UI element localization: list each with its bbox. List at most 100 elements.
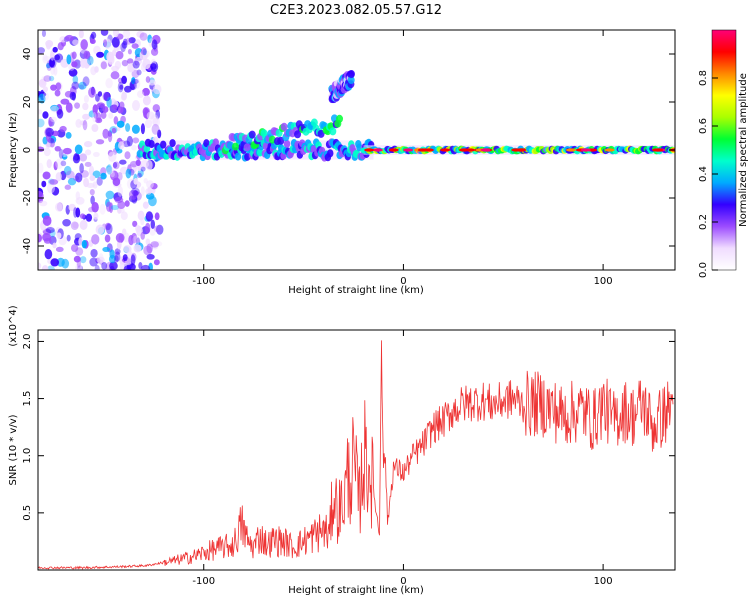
noise-blob bbox=[140, 47, 147, 56]
noise-blob bbox=[80, 39, 88, 50]
noise-blob bbox=[140, 186, 145, 196]
noise-blob bbox=[43, 147, 51, 157]
noise-blob bbox=[74, 144, 83, 155]
noise-blob bbox=[113, 116, 119, 125]
noise-blob bbox=[133, 177, 139, 185]
x-tick-label: 100 bbox=[594, 576, 613, 587]
noise-blob bbox=[73, 255, 81, 263]
noise-blob bbox=[146, 254, 155, 260]
noise-blob bbox=[136, 31, 145, 38]
noise-blob bbox=[75, 118, 82, 128]
noise-blob bbox=[136, 172, 142, 179]
noise-blob bbox=[106, 96, 112, 108]
noise-blob bbox=[53, 161, 58, 171]
noise-blob bbox=[121, 228, 127, 236]
carrier-peak bbox=[465, 148, 476, 152]
noise-blob bbox=[116, 120, 125, 128]
noise-blob bbox=[111, 36, 120, 48]
noise-blob bbox=[89, 257, 98, 267]
noise-blob bbox=[72, 75, 79, 84]
noise-blob bbox=[114, 251, 121, 262]
noise-blob bbox=[103, 39, 108, 48]
noise-blob bbox=[84, 161, 92, 168]
noise-blob bbox=[109, 261, 118, 270]
noise-blob bbox=[100, 61, 107, 70]
noise-blob bbox=[93, 212, 99, 220]
noise-blob bbox=[95, 117, 103, 124]
noise-blob bbox=[64, 184, 72, 190]
noise-blob bbox=[131, 78, 139, 85]
noise-blob bbox=[71, 51, 77, 60]
noise-blob bbox=[97, 102, 106, 108]
noise-blob bbox=[100, 30, 109, 36]
noise-blob bbox=[100, 172, 107, 180]
noise-blob bbox=[123, 245, 132, 253]
noise-blob bbox=[112, 161, 118, 169]
noise-blob bbox=[102, 128, 110, 139]
noise-blob bbox=[154, 225, 161, 233]
noise-blob bbox=[142, 58, 151, 70]
band-blob bbox=[143, 144, 151, 153]
noise-blob bbox=[41, 30, 47, 38]
noise-blob bbox=[75, 172, 83, 183]
noise-blob bbox=[150, 219, 156, 229]
y-tick-label: 0.5 bbox=[22, 505, 33, 521]
noise-blob bbox=[42, 111, 49, 119]
noise-blob bbox=[114, 60, 122, 70]
noise-blob bbox=[55, 202, 63, 212]
noise-blob bbox=[55, 246, 64, 253]
noise-blob bbox=[60, 160, 67, 167]
branch-blob bbox=[280, 122, 288, 131]
noise-blob bbox=[151, 123, 160, 135]
carrier-peak bbox=[565, 148, 576, 152]
noise-blob bbox=[69, 91, 76, 101]
noise-blob bbox=[117, 186, 123, 197]
noise-blob bbox=[124, 200, 130, 207]
noise-blob bbox=[47, 182, 56, 194]
noise-blob bbox=[38, 200, 48, 207]
noise-blob bbox=[144, 222, 151, 234]
noise-blob bbox=[68, 68, 78, 77]
noise-blob bbox=[54, 89, 61, 97]
snr-frame bbox=[37, 329, 676, 571]
noise-blob bbox=[50, 105, 59, 113]
noise-blob bbox=[121, 75, 127, 85]
noise-blob bbox=[44, 248, 53, 260]
snr-line bbox=[38, 340, 674, 570]
noise-blob bbox=[71, 61, 78, 68]
noise-blob bbox=[101, 262, 108, 270]
noise-blob bbox=[82, 119, 88, 131]
noise-blob bbox=[132, 220, 138, 227]
noise-blob bbox=[42, 171, 51, 180]
noise-blob bbox=[115, 232, 125, 243]
noise-blob bbox=[132, 99, 140, 111]
branch-blob bbox=[347, 76, 355, 85]
noise-blob bbox=[88, 87, 96, 98]
noise-blob bbox=[50, 258, 60, 267]
noise-blob bbox=[50, 104, 59, 112]
noise-blob bbox=[112, 30, 119, 38]
noise-blob bbox=[123, 232, 130, 243]
noise-blob bbox=[131, 124, 140, 134]
noise-blob bbox=[151, 242, 159, 250]
noise-blob bbox=[56, 232, 62, 239]
noise-blob bbox=[89, 188, 95, 196]
noise-blob bbox=[79, 219, 88, 230]
noise-blob bbox=[55, 172, 62, 182]
noise-blob bbox=[41, 180, 47, 188]
colorbar: 0.0 0.2 0.4 0.6 0.8 Normalized spectral ampl… bbox=[698, 29, 749, 278]
noise-blob bbox=[135, 159, 141, 167]
noise-blob bbox=[152, 117, 161, 127]
y-tick-label: -20 bbox=[22, 190, 33, 206]
noise-blob bbox=[131, 187, 140, 196]
colorbar-ticks: 0.0 0.2 0.4 0.6 0.8 bbox=[698, 70, 718, 278]
spectrogram-feature-carrier bbox=[360, 145, 675, 155]
noise-blob bbox=[102, 246, 111, 253]
noise-blob bbox=[117, 207, 122, 214]
noise-blob bbox=[124, 151, 131, 160]
snr-content bbox=[38, 340, 674, 570]
snr-xlabel: Height of straight line (km) bbox=[288, 585, 424, 596]
carrier-peak bbox=[372, 148, 383, 152]
noise-blob bbox=[72, 39, 79, 46]
noise-blob bbox=[41, 265, 49, 270]
